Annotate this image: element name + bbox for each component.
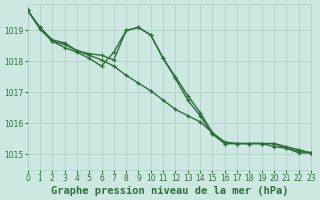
X-axis label: Graphe pression niveau de la mer (hPa): Graphe pression niveau de la mer (hPa) (51, 186, 288, 196)
